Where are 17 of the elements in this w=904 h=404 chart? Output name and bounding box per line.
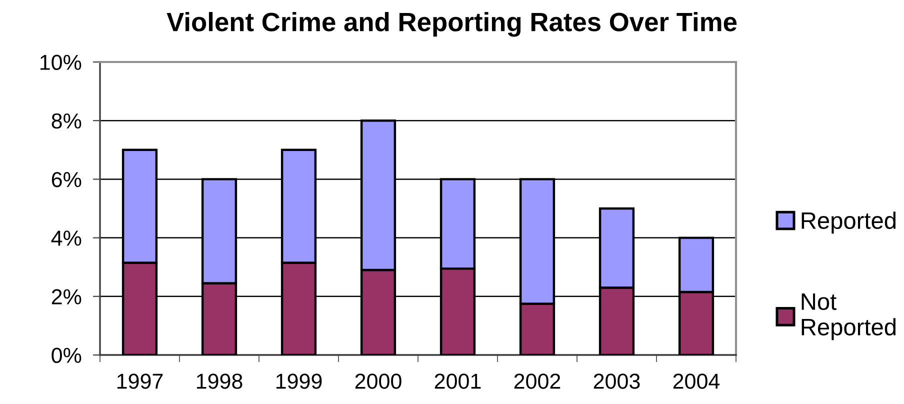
x-tick-label: 1999	[276, 374, 322, 389]
x-tick-label: 2000	[355, 374, 402, 389]
x-tick-label: 2002	[514, 374, 560, 389]
y-tick-label: 6%	[52, 172, 82, 188]
y-tick-label: 2%	[52, 289, 82, 304]
legend-label: Not Reported	[802, 294, 896, 340]
y-tick-label: 0%	[52, 348, 82, 364]
y-tick-label: 8%	[52, 113, 82, 129]
x-tick-label: 1998	[196, 374, 242, 389]
legend-label: Reported	[802, 212, 896, 234]
x-tick-label: 2004	[673, 374, 720, 389]
y-tick-label: 4%	[51, 230, 82, 246]
x-tick-label: 2003	[594, 374, 640, 389]
x-tick-label: 2001	[434, 374, 481, 389]
x-tick-label: 1997	[117, 374, 163, 389]
y-tick-label: 10%	[40, 54, 82, 70]
chart-title: Violent Crime and Reporting Rates Over Time	[166, 12, 737, 37]
